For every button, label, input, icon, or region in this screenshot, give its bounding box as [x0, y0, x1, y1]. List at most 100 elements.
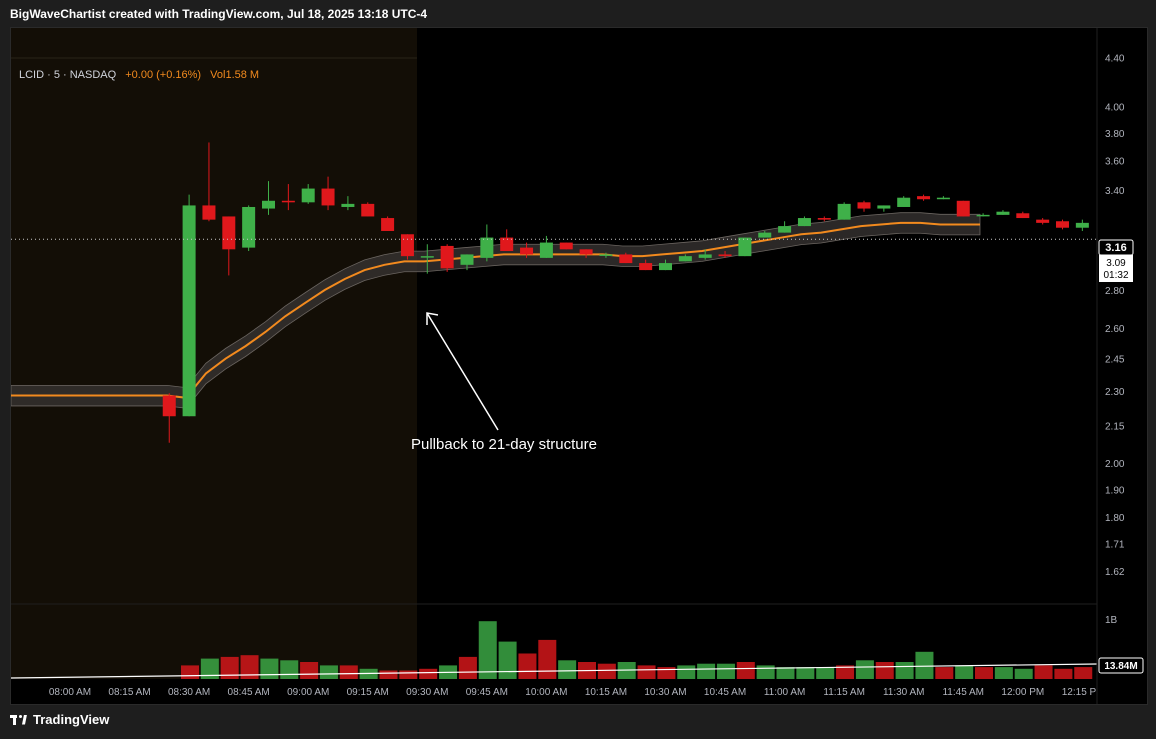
candle-body: [301, 188, 315, 203]
candle: [579, 249, 593, 258]
volume-bar: [597, 663, 616, 679]
candle: [817, 216, 831, 222]
candle: [1075, 219, 1089, 231]
candle-body: [1075, 222, 1089, 228]
candle-body: [202, 205, 216, 220]
volume-bar: [776, 667, 795, 679]
candle: [778, 221, 792, 233]
time-tick-label: 12:00 PM: [1001, 687, 1044, 698]
volume-bar: [716, 663, 735, 679]
candle: [599, 252, 613, 258]
candle-body: [639, 263, 653, 271]
volume-bar: [994, 667, 1013, 679]
volume-bar: [637, 665, 656, 679]
candle: [1016, 211, 1030, 219]
candle: [301, 184, 315, 204]
candle-body: [559, 242, 573, 250]
candle-body: [837, 203, 851, 220]
candle-body: [1016, 213, 1030, 219]
chart-frame[interactable]: Pullback to 21-day structure LCID · 5 · …: [10, 27, 1148, 705]
volume-bar: [935, 667, 954, 679]
tradingview-logo-icon: [10, 714, 28, 726]
candle-body: [162, 395, 176, 417]
annotation-text: Pullback to 21-day structure: [411, 436, 597, 453]
candle-body: [321, 188, 335, 206]
volume-bar: [756, 665, 775, 679]
volume-bar: [300, 662, 319, 679]
volume-bar: [419, 668, 438, 679]
candle: [381, 216, 395, 231]
price-tick-label: 4.40: [1105, 54, 1125, 65]
moving-average-line: [11, 221, 980, 399]
price-axis[interactable]: 4.40 4.00 3.80 3.60 3.40 2.80 2.60 2.45 2.30 2.15…: [1105, 54, 1125, 579]
candle-body: [738, 237, 752, 257]
volume-bar: [895, 662, 914, 679]
candle: [917, 194, 931, 201]
candle-body: [539, 242, 553, 258]
footer-brand[interactable]: TradingView: [10, 712, 109, 727]
candle-body: [857, 202, 871, 209]
time-tick-label: 09:45 AM: [466, 687, 508, 698]
volume-bar: [399, 670, 418, 679]
time-tick-label: 10:30 AM: [644, 687, 686, 698]
time-tick-label: 08:15 AM: [108, 687, 150, 698]
volume-bar: [379, 670, 398, 679]
candle-body: [1036, 219, 1050, 223]
candle: [559, 242, 573, 250]
time-tick-label: 09:00 AM: [287, 687, 329, 698]
candle-body: [778, 226, 792, 233]
candle-body: [222, 216, 236, 250]
candle: [1056, 219, 1069, 230]
candle-body: [698, 254, 712, 258]
candle: [520, 242, 534, 258]
volume-bar: [220, 656, 239, 679]
candle: [857, 200, 871, 212]
legend-symbol: LCID · 5 · NASDAQ: [19, 69, 117, 81]
price-tick-label: 3.60: [1105, 157, 1125, 168]
candle-body: [520, 247, 534, 255]
candlestick-chart[interactable]: Pullback to 21-day structure LCID · 5 · …: [11, 28, 1147, 704]
candle-body: [996, 211, 1010, 215]
time-tick-label: 11:15 AM: [823, 687, 865, 698]
candle-body: [182, 205, 196, 417]
price-tick-label: 1.80: [1105, 513, 1125, 524]
volume-bar: [975, 667, 993, 679]
volume-axis-label: 1B: [1105, 615, 1118, 626]
volume-average-line: [11, 663, 1098, 679]
candle: [400, 234, 414, 260]
price-tick-label: 3.40: [1105, 186, 1125, 197]
candle-body: [341, 203, 355, 207]
price-tick-label: 1.62: [1105, 567, 1125, 578]
time-axis[interactable]: 08:00 AM 08:15 AM 08:30 AM 08:45 AM 09:00 AM…: [49, 687, 1097, 698]
volume-bar: [875, 662, 894, 679]
candle: [539, 235, 553, 258]
candle-body: [956, 200, 970, 217]
volume-bar: [518, 653, 537, 679]
volume-bar: [339, 665, 358, 679]
candle: [639, 259, 653, 271]
candle: [440, 244, 454, 272]
legend-vol-value: 1.58 M: [225, 69, 259, 81]
volume-bar: [855, 660, 874, 679]
candle: [659, 259, 672, 271]
annotation-arrow: [426, 312, 499, 431]
volume-bar: [1054, 668, 1073, 679]
candle: [420, 244, 434, 274]
candle: [718, 251, 732, 258]
candle-body: [718, 254, 732, 257]
chart-credit: BigWaveChartist created with TradingView…: [10, 7, 428, 21]
time-tick-label: 08:45 AM: [228, 687, 270, 698]
candle-body: [440, 245, 454, 269]
time-tick-label: 11:00 AM: [764, 687, 806, 698]
price-tick-label: 2.00: [1105, 459, 1125, 470]
candle-body: [400, 234, 414, 257]
candle: [242, 205, 256, 252]
candle-body: [262, 200, 275, 209]
price-tick-label: 4.00: [1105, 103, 1125, 114]
candle: [897, 196, 911, 207]
ma-band-area: [11, 212, 981, 409]
time-tick-label: 09:30 AM: [406, 687, 448, 698]
volume-bar: [280, 660, 299, 679]
candle-body: [758, 232, 772, 238]
volume-bar: [240, 655, 259, 679]
